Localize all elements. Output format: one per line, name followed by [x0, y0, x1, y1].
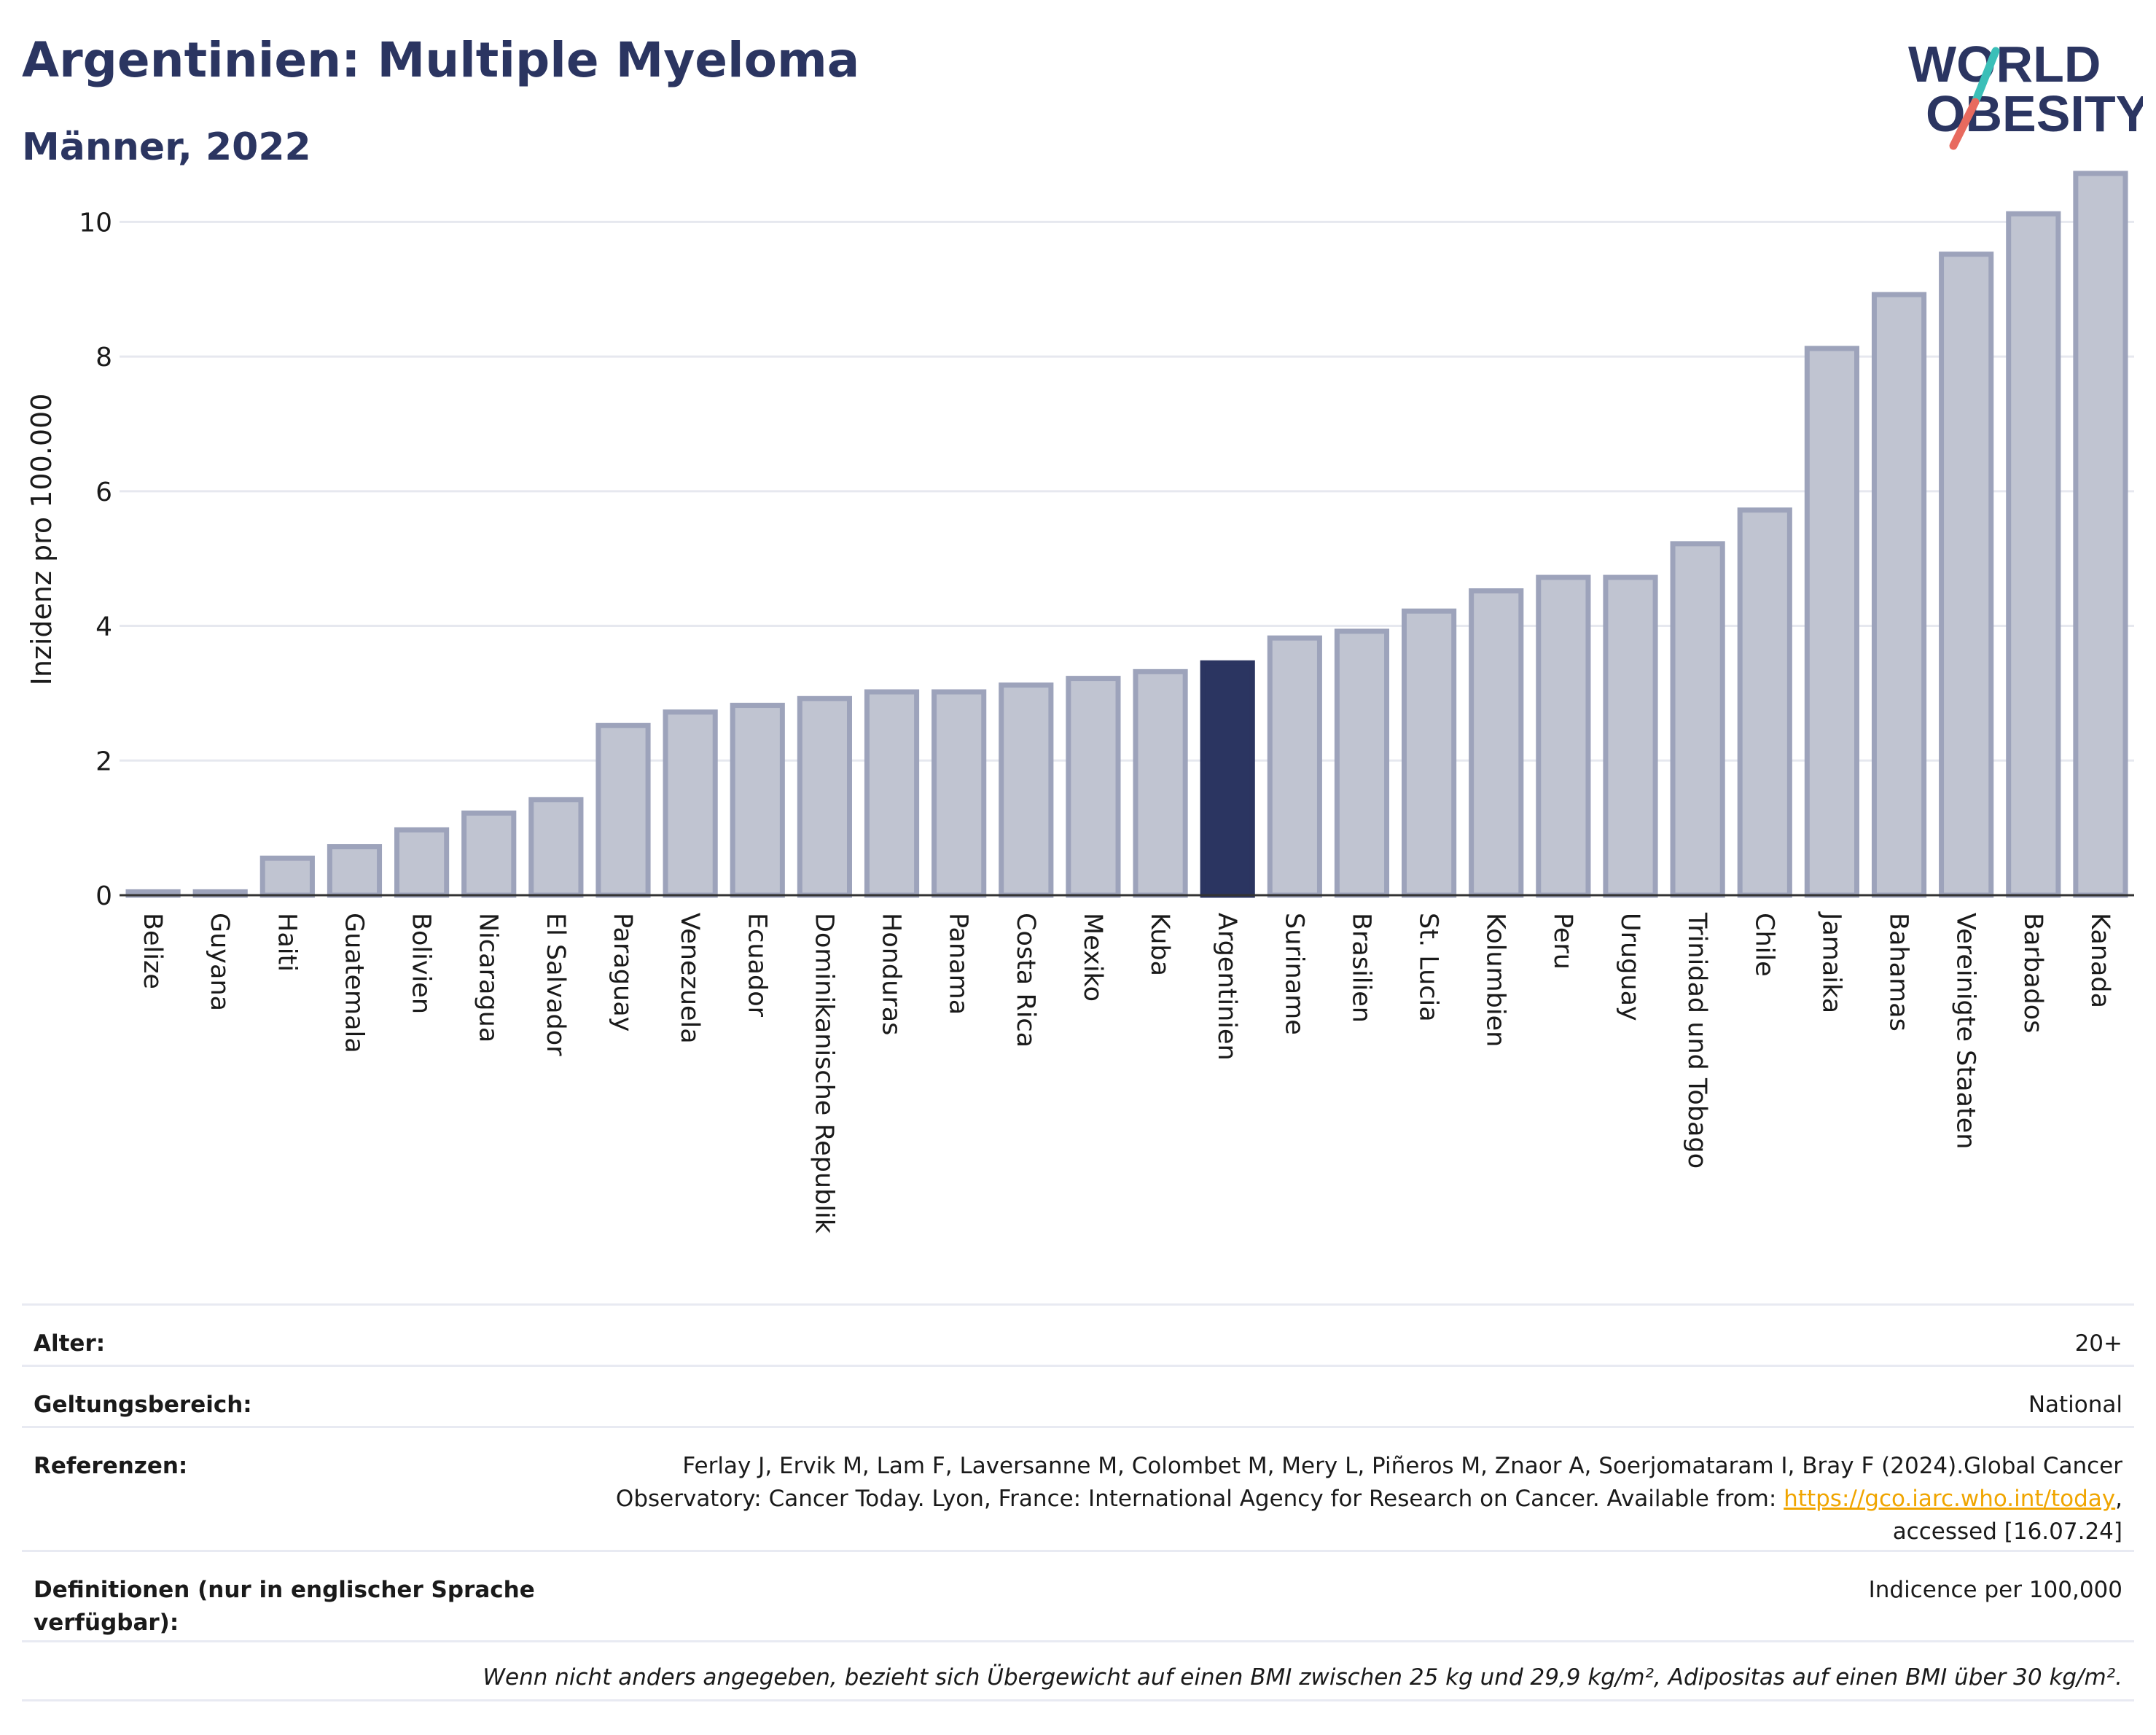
- bar-honduras: [864, 689, 920, 898]
- bar-el-salvador: [528, 797, 584, 898]
- x-tick-label: Kanada: [2085, 913, 2114, 1008]
- bar-bahamas: [1871, 292, 1927, 898]
- scope-row: Geltungsbereich: National: [22, 1365, 2134, 1426]
- x-tick-label: Honduras: [877, 913, 906, 1035]
- y-tick-label: 4: [95, 612, 112, 642]
- x-tick-label: Barbados: [2018, 913, 2047, 1033]
- logo-slash-coral: [1949, 98, 1980, 150]
- y-axis-label: Inzidenz pro 100.000: [26, 394, 58, 686]
- x-tick-label: Mexiko: [1078, 913, 1107, 1002]
- bar-peru: [1536, 574, 1591, 898]
- x-tick-label: Uruguay: [1615, 913, 1644, 1021]
- bar-haiti: [259, 855, 315, 898]
- x-tick-label: Jamaika: [1816, 911, 1846, 1013]
- bar-st-lucia: [1402, 608, 1457, 898]
- bar-kanada: [2073, 171, 2128, 898]
- definitions-value: Indicence per 100,000: [1868, 1577, 2122, 1603]
- references-link[interactable]: https://gco.iarc.who.int/today: [1784, 1485, 2116, 1512]
- info-table: Alter: 20+ Geltungsbereich: National Ref…: [22, 1303, 2134, 1701]
- x-tick-label: Chile: [1749, 913, 1778, 977]
- y-tick-label: 10: [79, 208, 112, 238]
- bar-argentinien: [1200, 660, 1255, 898]
- y-tick-label: 8: [95, 343, 112, 373]
- bar-venezuela: [663, 709, 718, 898]
- bar-bolivien: [394, 827, 450, 898]
- footnote: Wenn nicht anders angegeben, bezieht sic…: [483, 1664, 2122, 1691]
- y-tick-label: 2: [95, 746, 112, 776]
- scope-value: National: [2028, 1392, 2122, 1418]
- chart-subtitle: Männer, 2022: [22, 125, 311, 169]
- bars: [125, 171, 2128, 898]
- bar-ecuador: [730, 703, 785, 898]
- bar-uruguay: [1603, 574, 1658, 898]
- definitions-row: Definitionen (nur in englischer Sprache …: [22, 1550, 2134, 1640]
- bar-chart: 0 2 4 6 8 10 Belize Guyana Haiti Guatemala Bolivi…: [26, 171, 2134, 1234]
- x-tick-label: Bahamas: [1884, 913, 1913, 1032]
- bar-jamaika: [1804, 346, 1859, 898]
- y-tick-label: 0: [95, 881, 112, 911]
- x-tick-labels: Belize Guyana Haiti Guatemala Bolivien Nicara…: [138, 911, 2114, 1234]
- x-tick-label: St. Lucia: [1414, 913, 1443, 1022]
- x-tick-label: Trinidad und Tobago: [1682, 912, 1711, 1169]
- bar-kolumbien: [1469, 588, 1524, 898]
- x-tick-label: Dominikanische Republik: [809, 913, 838, 1234]
- references-label: Referenzen:: [34, 1453, 188, 1479]
- bar-costa-rica: [999, 682, 1054, 898]
- references-text: Ferlay J, Ervik M, Lam F, Laversanne M, …: [615, 1453, 2122, 1512]
- footnote-row: Wenn nicht anders angegeben, bezieht sic…: [22, 1640, 2134, 1701]
- bar-barbados: [2006, 211, 2061, 898]
- definitions-label: Definitionen (nur in englischer Sprache …: [34, 1577, 535, 1636]
- x-tick-label: Costa Rica: [1011, 913, 1040, 1048]
- x-tick-label: Guatemala: [339, 913, 368, 1053]
- age-value: 20+: [2074, 1330, 2122, 1357]
- grid-lines: [120, 220, 2134, 762]
- bar-panama: [931, 689, 987, 898]
- x-tick-label: Belize: [138, 913, 167, 989]
- references-row: Referenzen: Ferlay J, Ervik M, Lam F, La…: [22, 1426, 2134, 1550]
- x-tick-label: Haiti: [272, 913, 301, 972]
- x-tick-label: Kuba: [1145, 913, 1174, 976]
- x-tick-label: Peru: [1548, 913, 1577, 970]
- age-label: Alter:: [34, 1330, 106, 1357]
- x-tick-label: Paraguay: [608, 913, 637, 1032]
- bar-chile: [1737, 507, 1792, 898]
- bar-brasilien: [1334, 628, 1390, 898]
- x-tick-label: Panama: [944, 913, 973, 1015]
- bar-trinidad-und-tobago: [1670, 541, 1725, 898]
- x-tick-label: Vereinigte Staaten: [1951, 913, 1980, 1149]
- bar-suriname: [1267, 635, 1322, 898]
- y-tick-labels: 0 2 4 6 8 10: [79, 208, 112, 911]
- x-tick-label: El Salvador: [541, 913, 570, 1056]
- world-obesity-logo: WORLD OBESITY: [1908, 36, 2143, 150]
- logo-line1: WORLD: [1908, 36, 2101, 93]
- x-tick-label: Brasilien: [1346, 913, 1375, 1023]
- chart-title: Argentinien: Multiple Myeloma: [22, 32, 860, 88]
- y-tick-label: 6: [95, 477, 112, 507]
- x-tick-label: Venezuela: [675, 913, 704, 1044]
- references-value: Ferlay J, Ervik M, Lam F, Laversanne M, …: [555, 1428, 2134, 1548]
- bar-nicaragua: [461, 810, 517, 898]
- bar-paraguay: [595, 722, 651, 898]
- scope-label: Geltungsbereich:: [34, 1392, 252, 1418]
- bar-vereinigte-staaten: [1939, 252, 1994, 898]
- age-row: Alter: 20+: [22, 1303, 2134, 1365]
- x-tick-label: Ecuador: [742, 913, 771, 1018]
- bar-guatemala: [327, 843, 383, 898]
- logo-slash-teal: [1971, 47, 2000, 106]
- bar-mexiko: [1066, 676, 1121, 898]
- x-tick-label: Bolivien: [407, 913, 436, 1014]
- x-tick-label: Kolumbien: [1481, 913, 1510, 1047]
- x-tick-label: Suriname: [1279, 913, 1308, 1035]
- x-tick-label: Guyana: [205, 913, 234, 1011]
- references-accessed: , accessed [16.07.24]: [1892, 1485, 2122, 1545]
- bar-kuba: [1133, 668, 1188, 898]
- x-tick-label: Nicaragua: [474, 913, 503, 1042]
- x-tick-label: Argentinien: [1212, 913, 1241, 1061]
- bar-dominikanische-republik: [797, 695, 852, 898]
